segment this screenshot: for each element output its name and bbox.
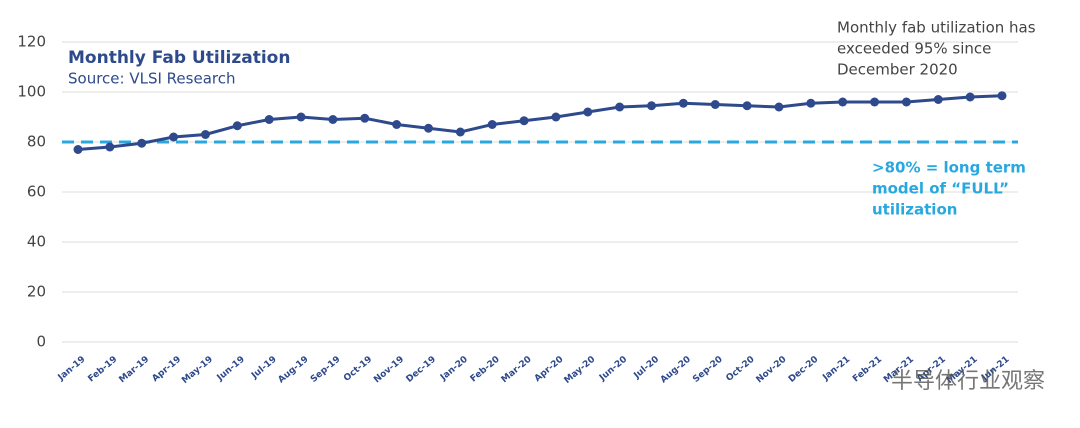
x-tick-label: Mar-20 <box>500 355 534 386</box>
reference-label: model of “FULL” <box>872 180 1009 198</box>
y-tick-label: 60 <box>27 183 46 201</box>
y-tick-label: 120 <box>17 33 46 51</box>
x-tick-label: Jan-20 <box>438 355 470 384</box>
data-point <box>583 107 593 117</box>
data-point <box>232 121 242 131</box>
x-tick-label: Aug-19 <box>277 355 311 386</box>
chart-title: Monthly Fab Utilization <box>68 48 290 68</box>
data-point <box>519 116 529 126</box>
x-tick-label: Feb-19 <box>86 355 119 385</box>
annotation: exceeded 95% since <box>837 40 991 58</box>
annotation: December 2020 <box>837 61 958 79</box>
x-tick-label: Nov-20 <box>755 355 789 386</box>
data-point <box>742 101 752 111</box>
x-tick-label: Mar-19 <box>117 355 151 386</box>
x-tick-label: Jan-19 <box>56 355 88 384</box>
y-tick-label: 0 <box>36 333 46 351</box>
data-point <box>105 142 115 152</box>
data-point <box>774 102 784 112</box>
x-tick-label: Feb-20 <box>469 355 502 385</box>
x-tick-label: Jul-20 <box>632 355 661 382</box>
chart-subtitle: Source: VLSI Research <box>68 70 235 88</box>
data-point <box>901 97 911 107</box>
reference-label: utilization <box>872 201 957 219</box>
x-tick-label: Sep-20 <box>691 355 724 385</box>
data-point <box>838 97 848 107</box>
x-tick-label: Jun-19 <box>215 355 247 384</box>
data-point <box>137 138 147 148</box>
reference-label: >80% = long term <box>872 159 1026 177</box>
y-tick-label: 40 <box>27 233 46 251</box>
x-tick-label: Apr-20 <box>533 355 566 385</box>
data-point <box>264 115 274 124</box>
x-tick-label: Sep-19 <box>309 355 342 385</box>
data-point <box>997 91 1007 101</box>
x-tick-label: Jun-20 <box>597 355 629 384</box>
data-point <box>647 101 657 111</box>
data-point <box>360 113 370 123</box>
x-tick-label: May-19 <box>180 355 215 386</box>
y-tick-label: 100 <box>17 83 46 101</box>
data-point <box>296 112 306 122</box>
watermark: 半导体行业观察 <box>891 369 1045 394</box>
x-tick-label: Oct-19 <box>342 355 374 384</box>
x-tick-label: Nov-19 <box>372 355 406 386</box>
x-tick-label: Feb-21 <box>851 355 884 385</box>
data-point <box>328 115 338 124</box>
y-tick-label: 80 <box>27 133 46 151</box>
x-tick-label: Apr-19 <box>151 355 184 385</box>
data-point <box>169 132 179 142</box>
series-line <box>77 94 1003 151</box>
x-tick-label: Jul-19 <box>249 355 278 382</box>
data-point <box>487 120 497 129</box>
data-point <box>551 112 561 122</box>
x-tick-label: Dec-20 <box>787 355 820 385</box>
data-point <box>933 95 943 104</box>
data-point <box>710 100 720 109</box>
annotation: Monthly fab utilization has <box>837 19 1036 37</box>
data-point <box>455 127 465 137</box>
data-point <box>806 98 816 108</box>
x-tick-label: Aug-20 <box>659 355 693 386</box>
x-tick-label: May-20 <box>563 355 598 386</box>
data-point <box>423 123 433 133</box>
x-tick-label: Dec-19 <box>405 355 438 385</box>
data-point <box>615 102 625 112</box>
data-point <box>73 145 83 154</box>
x-tick-label: Jan-21 <box>820 355 852 384</box>
y-tick-label: 20 <box>27 283 46 301</box>
data-point <box>965 92 975 102</box>
data-point <box>870 97 880 107</box>
data-point <box>678 98 688 108</box>
data-point <box>200 130 210 139</box>
data-point <box>392 120 402 129</box>
x-tick-label: Oct-20 <box>725 355 757 384</box>
